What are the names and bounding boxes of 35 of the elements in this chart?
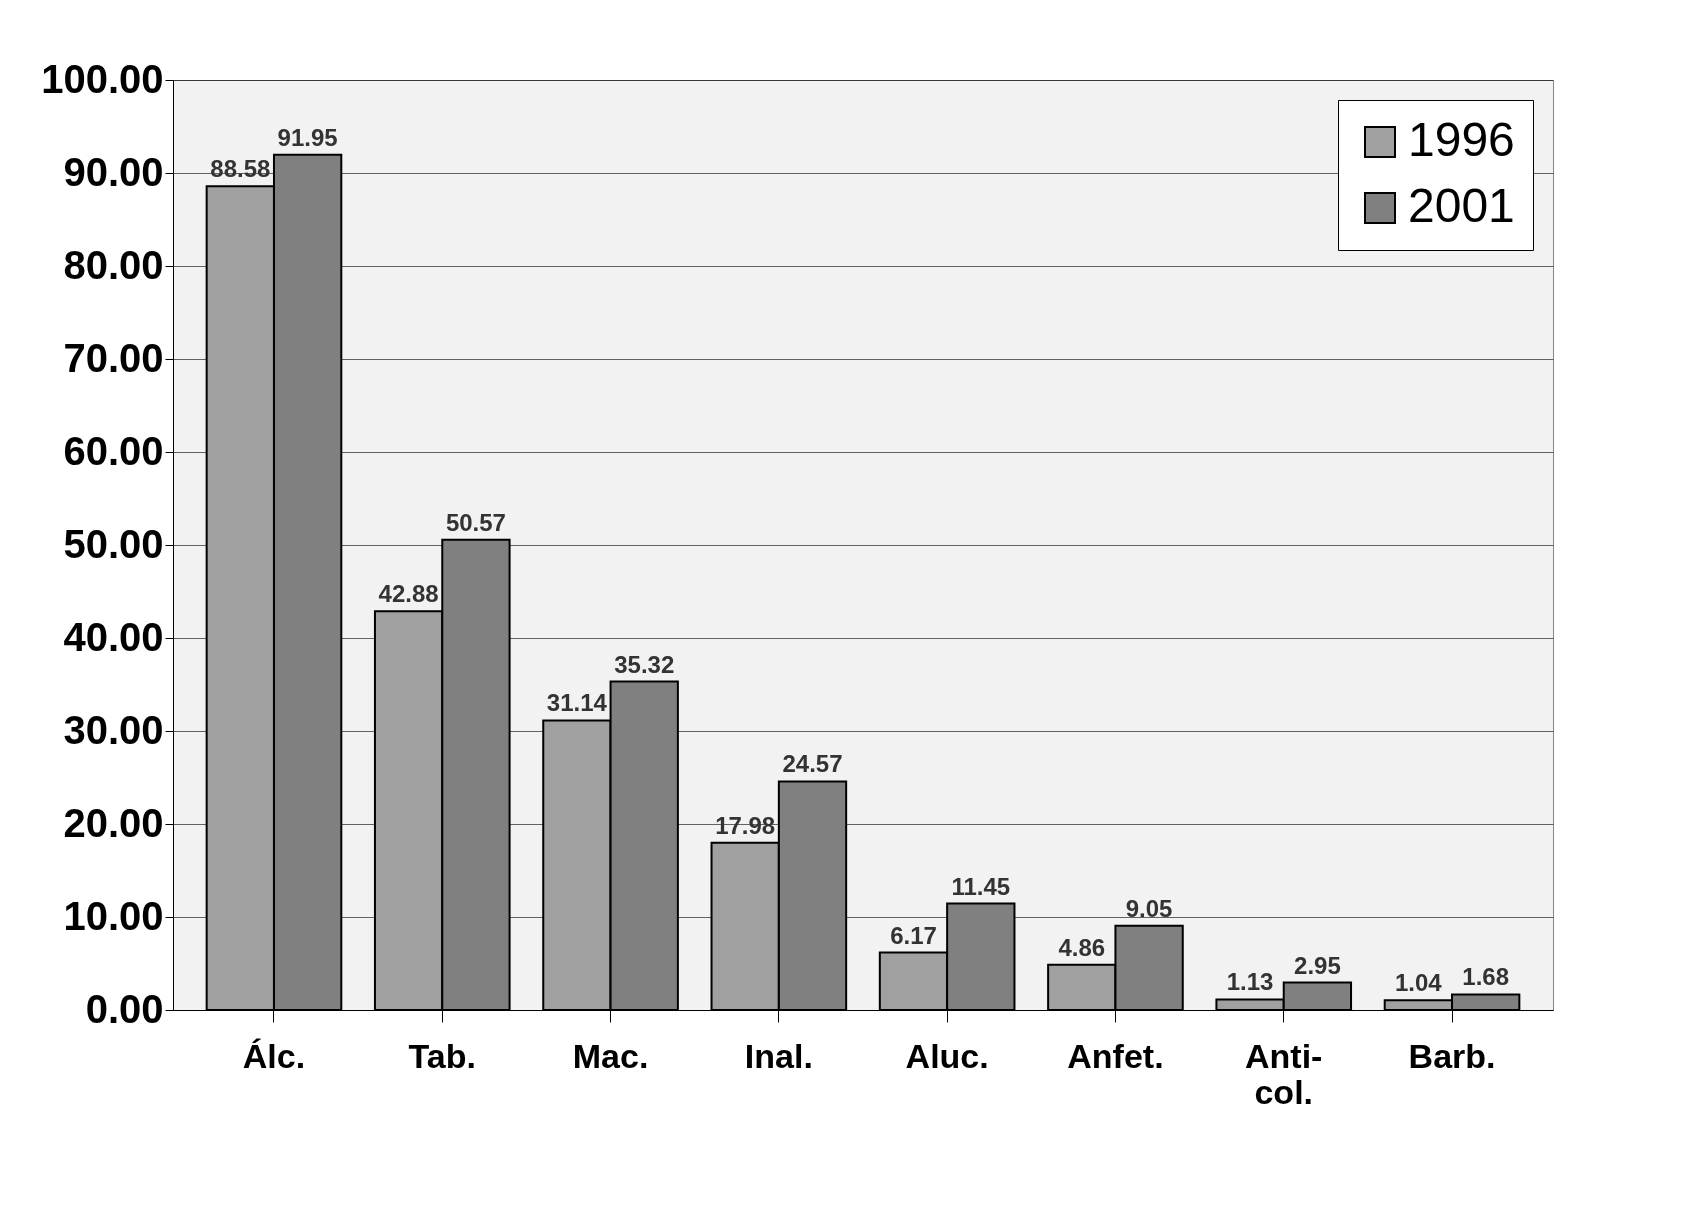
y-tick-label: 0.00 — [85, 986, 164, 1031]
data-label: 24.57 — [782, 750, 843, 778]
data-label: 1.13 — [1226, 968, 1274, 996]
y-tick-label: 20.00 — [63, 800, 164, 845]
data-label: 31.14 — [546, 689, 608, 717]
x-tick-label: Tab. — [408, 1036, 476, 1075]
data-label: 11.45 — [951, 872, 1011, 900]
x-tick-label: Álc. — [242, 1036, 306, 1075]
y-tick-label: 70.00 — [63, 335, 164, 380]
data-label: 2.95 — [1294, 951, 1341, 979]
y-tick-label: 10.00 — [63, 893, 164, 938]
data-label: 1.68 — [1462, 963, 1510, 991]
legend-label: 2001 — [1408, 179, 1515, 232]
y-tick-label: 30.00 — [63, 707, 164, 752]
data-label: 35.32 — [614, 650, 675, 678]
data-label: 50.57 — [445, 508, 506, 536]
x-tick-label: Anfet. — [1067, 1036, 1164, 1075]
y-tick-label: 80.00 — [63, 242, 164, 287]
data-label: 9.05 — [1125, 894, 1173, 922]
x-tick-label: Barb. — [1408, 1036, 1496, 1075]
y-tick-label: 100.00 — [41, 56, 164, 101]
y-tick-label: 40.00 — [63, 614, 164, 659]
data-label: 6.17 — [890, 921, 937, 949]
legend-label: 1996 — [1408, 113, 1515, 166]
x-tick-label: Anti-col. — [1245, 1036, 1323, 1111]
x-tick-label: Mac. — [572, 1036, 649, 1075]
data-label: 91.95 — [277, 123, 338, 151]
y-tick-label: 90.00 — [63, 149, 164, 194]
x-tick-label: Inal. — [744, 1036, 813, 1075]
data-label: 42.88 — [378, 580, 439, 608]
data-label: 4.86 — [1058, 933, 1106, 961]
y-tick-label: 60.00 — [63, 428, 164, 473]
x-tick-label: Aluc. — [905, 1036, 989, 1075]
y-tick-label: 50.00 — [63, 521, 164, 566]
data-label: 1.04 — [1395, 969, 1443, 997]
